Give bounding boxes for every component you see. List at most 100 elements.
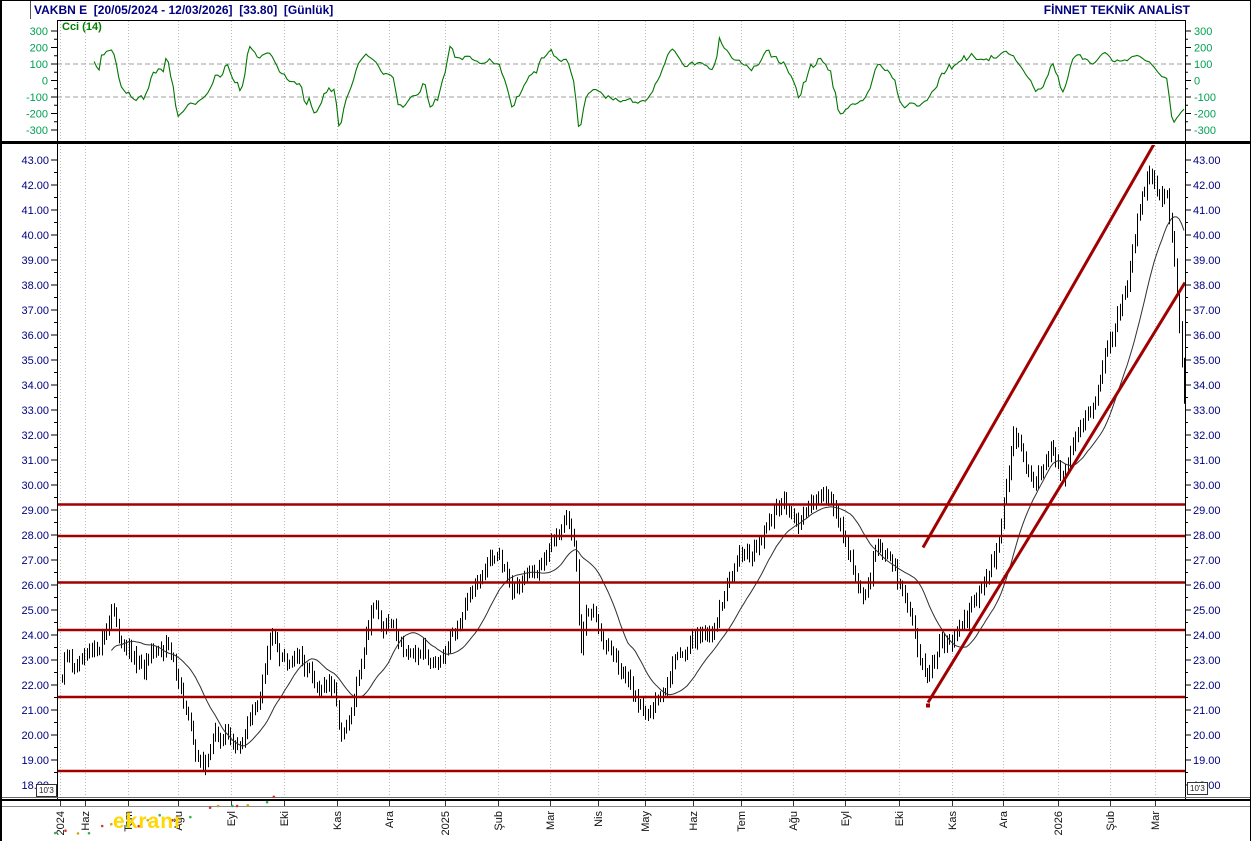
watermark-text: ekranı xyxy=(113,810,181,833)
svg-text:41.00: 41.00 xyxy=(1193,205,1221,217)
svg-text:32.00: 32.00 xyxy=(1193,430,1221,442)
trendline-endpoint-marker xyxy=(926,703,930,708)
svg-text:27.00: 27.00 xyxy=(21,555,49,567)
watermark-dot xyxy=(231,804,234,808)
x-axis-month-label: Eki xyxy=(894,811,906,826)
svg-text:34.00: 34.00 xyxy=(1193,380,1221,392)
x-axis-month-label: Eyl xyxy=(840,811,852,826)
svg-text:31.00: 31.00 xyxy=(21,455,49,467)
svg-text:20.00: 20.00 xyxy=(1193,730,1221,742)
svg-text:42.00: 42.00 xyxy=(21,180,49,192)
x-axis-month-label: Tem xyxy=(123,811,135,832)
svg-text:33.00: 33.00 xyxy=(1193,405,1221,417)
x-axis-month-label: Ara xyxy=(998,810,1010,828)
svg-text:-300: -300 xyxy=(26,125,48,137)
watermark-dot xyxy=(265,800,269,804)
watermark-dot xyxy=(137,824,140,828)
svg-text:38.00: 38.00 xyxy=(21,280,49,292)
watermark-dot xyxy=(110,822,113,826)
x-axis-month-label: Eyl xyxy=(226,811,238,826)
watermark-dot xyxy=(272,795,276,799)
svg-text:22.00: 22.00 xyxy=(1193,680,1221,692)
watermark-dot xyxy=(87,831,91,835)
svg-text:21.00: 21.00 xyxy=(1193,705,1221,717)
x-axis-month-label: 2024 xyxy=(55,811,67,835)
cci-indicator-label: Cci (14) xyxy=(62,21,102,33)
svg-text:100: 100 xyxy=(1194,59,1212,71)
svg-text:28.00: 28.00 xyxy=(1193,530,1221,542)
watermark-dot xyxy=(208,806,212,809)
watermark-dot xyxy=(178,818,182,821)
svg-text:43.00: 43.00 xyxy=(21,155,49,167)
trend-channel-line xyxy=(921,145,1156,549)
cci-line xyxy=(93,35,1185,128)
svg-text:-100: -100 xyxy=(1194,92,1216,104)
x-axis-month-label: Kas xyxy=(947,811,959,830)
svg-text:19.00: 19.00 xyxy=(21,755,49,767)
watermark-dot xyxy=(189,815,192,819)
header-divider xyxy=(30,0,31,19)
watermark-dot xyxy=(146,819,150,822)
svg-text:39.00: 39.00 xyxy=(1193,255,1221,267)
svg-text:25.00: 25.00 xyxy=(21,605,49,617)
svg-text:29.00: 29.00 xyxy=(21,505,49,517)
watermark-dot xyxy=(76,832,80,835)
svg-text:36.00: 36.00 xyxy=(1193,330,1221,342)
x-axis-month-label: Ağu xyxy=(173,811,185,831)
svg-text:0: 0 xyxy=(1194,76,1200,88)
svg-text:30.00: 30.00 xyxy=(1193,480,1221,492)
x-axis-month-label: Şub xyxy=(493,811,505,831)
watermark-dot xyxy=(235,804,239,808)
svg-text:42.00: 42.00 xyxy=(1193,180,1221,192)
trend-channel-line xyxy=(926,281,1185,704)
svg-text:26.00: 26.00 xyxy=(1193,580,1221,592)
svg-text:-200: -200 xyxy=(1194,109,1216,121)
svg-text:36.00: 36.00 xyxy=(21,330,49,342)
x-axis-month-label: 2026 xyxy=(1053,811,1065,835)
x-axis-month-label: Haz xyxy=(80,811,92,831)
svg-text:40.00: 40.00 xyxy=(21,230,49,242)
price-bars xyxy=(62,165,1185,776)
svg-text:25.00: 25.00 xyxy=(1193,605,1221,617)
x-axis-month-label: Kas xyxy=(332,811,344,830)
svg-text:20.00: 20.00 xyxy=(21,730,49,742)
svg-text:39.00: 39.00 xyxy=(21,255,49,267)
x-axis-month-label: May xyxy=(640,811,652,832)
svg-text:41.00: 41.00 xyxy=(21,205,49,217)
svg-text:38.00: 38.00 xyxy=(1193,280,1221,292)
svg-text:33.00: 33.00 xyxy=(21,405,49,417)
x-axis-month-label: Ağu xyxy=(788,811,800,831)
watermark-dot xyxy=(125,824,129,827)
svg-text:24.00: 24.00 xyxy=(1193,630,1221,642)
x-axis-month-label: Haz xyxy=(688,811,700,831)
svg-text:29.00: 29.00 xyxy=(1193,505,1221,517)
svg-text:-200: -200 xyxy=(26,109,48,121)
x-axis-month-label: 2025 xyxy=(440,811,452,835)
moving-average-line xyxy=(111,216,1185,747)
svg-text:300: 300 xyxy=(30,26,48,38)
volume-scale-badge-right: 10'3 xyxy=(1187,782,1208,795)
watermark-dot xyxy=(53,831,57,835)
watermark-dot xyxy=(216,804,220,808)
watermark-dot xyxy=(158,813,161,817)
svg-text:-300: -300 xyxy=(1194,125,1216,137)
chart-title: VAKBN E [20/05/2024 - 12/03/2026] [33.80… xyxy=(34,3,334,17)
svg-text:22.00: 22.00 xyxy=(21,680,49,692)
svg-text:24.00: 24.00 xyxy=(21,630,49,642)
svg-text:0: 0 xyxy=(42,76,48,88)
x-axis-month-label: Tem xyxy=(736,811,748,832)
svg-text:40.00: 40.00 xyxy=(1193,230,1221,242)
svg-text:-100: -100 xyxy=(26,92,48,104)
watermark-dot xyxy=(64,829,67,832)
x-axis-month-label: Eki xyxy=(279,811,291,826)
x-axis-month-label: Nis xyxy=(593,811,605,827)
watermark-dot xyxy=(100,824,104,828)
watermark-dot xyxy=(246,804,250,807)
svg-text:32.00: 32.00 xyxy=(21,430,49,442)
svg-text:30.00: 30.00 xyxy=(21,480,49,492)
x-axis-month-label: Şub xyxy=(1105,811,1117,831)
volume-scale-badge-left: 10'3 xyxy=(36,784,57,797)
svg-text:26.00: 26.00 xyxy=(21,580,49,592)
